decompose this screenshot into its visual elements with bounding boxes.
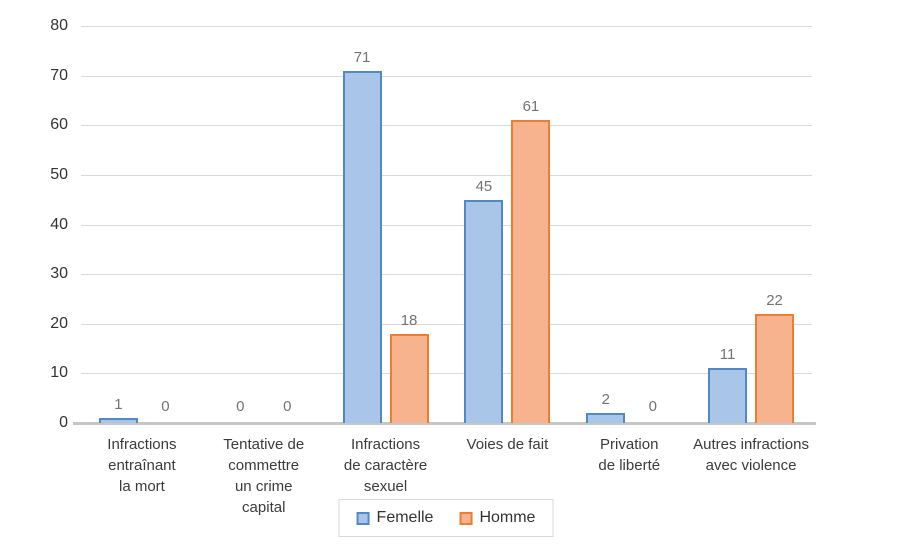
value-label: 71 (353, 48, 371, 66)
gridline (81, 26, 812, 27)
category-axis-label: Tentative de commettre un crime capital (223, 436, 305, 516)
bar-homme (755, 313, 795, 423)
category-axis-label: Privation de liberté (598, 436, 661, 474)
bar-femelle (464, 199, 504, 423)
x-axis-line (73, 422, 816, 425)
value-label: 2 (601, 391, 610, 409)
category-axis-label: Voies de fait (466, 436, 549, 453)
legend-swatch-femelle (356, 511, 370, 525)
y-axis-tick-label: 50 (50, 165, 68, 183)
legend-item-homme: Homme (459, 510, 535, 526)
category-group: 45 61 Voies de fait (447, 26, 569, 453)
y-axis-tick-label: 0 (59, 414, 68, 431)
value-label: 0 (236, 398, 245, 415)
bar-homme (389, 333, 429, 423)
legend: Femelle Homme (338, 499, 554, 537)
y-axis-tick-label: 10 (50, 364, 68, 382)
gridline (81, 224, 812, 226)
value-label: 11 (719, 346, 736, 364)
bar-femelle (342, 70, 382, 423)
gridline (81, 125, 812, 127)
bar-femelle (708, 368, 748, 423)
value-label: 1 (114, 396, 123, 414)
y-axis-tick-label: 60 (50, 116, 68, 134)
legend-label: Femelle (376, 509, 434, 526)
category-group: 1 0 Infractions entraînant la mort (81, 26, 203, 495)
category-group: 2 0 Privation de liberté (568, 26, 690, 474)
category-group: 11 22 Autres infractions avec violence (690, 26, 812, 474)
category-axis-label: Infractions entraînant la mort (107, 436, 177, 495)
gridline (81, 274, 812, 276)
value-label: 0 (283, 398, 292, 415)
category-axis-label: Infractions de caractère sexuel (343, 436, 428, 495)
value-label: 18 (400, 311, 418, 329)
y-axis-tick-label: 20 (50, 314, 68, 332)
bar-femelle (586, 413, 626, 423)
gridline (81, 174, 812, 176)
gridline (81, 323, 812, 325)
y-axis-tick-label: 80 (50, 17, 68, 34)
category-group: 0 0 Tentative de commettre un crime capita… (203, 26, 325, 516)
y-axis-tick-label: 30 (50, 265, 68, 283)
value-label: 22 (766, 291, 783, 309)
y-axis-tick-label: 70 (50, 66, 68, 84)
category-group: 71 18 Infractions de caractère sexuel (325, 26, 447, 495)
category-axis-label: Autres infractions avec violence (693, 436, 809, 474)
value-label: 0 (648, 398, 657, 415)
value-label: 0 (161, 398, 170, 415)
legend-label: Homme (479, 509, 536, 526)
plot-area: 1 0 Infractions entraînant la mort 0 0 Tentat… (73, 26, 816, 516)
legend-item-femelle: Femelle (356, 509, 434, 526)
y-axis: 0 10 20 30 40 50 60 70 80 (0, 17, 68, 431)
y-axis-tick-label: 40 (50, 215, 68, 233)
value-label: 45 (475, 177, 493, 195)
gridline (81, 373, 812, 375)
bar-homme (511, 120, 551, 423)
gridline (81, 75, 812, 77)
legend-swatch-homme (459, 511, 473, 525)
bar-femelle (98, 418, 138, 423)
value-label: 61 (522, 98, 540, 116)
